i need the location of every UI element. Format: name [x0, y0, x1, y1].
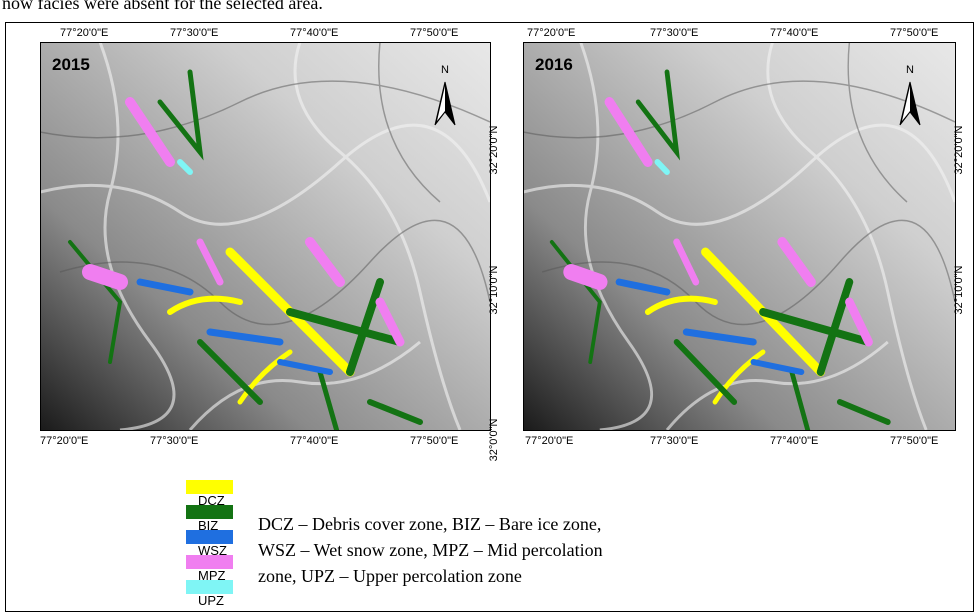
map-panel [40, 42, 490, 442]
caption: now facies were absent for the selected … [2, 0, 323, 13]
longitude-label: 77°20'0"E [527, 27, 575, 39]
latitude-label: 32°20'0"N [488, 125, 500, 174]
legend-label: UPZ [198, 593, 224, 608]
longitude-label: 77°30'0"E [650, 435, 698, 447]
longitude-label: 77°50'0"E [890, 435, 938, 447]
longitude-label: 77°40'0"E [290, 435, 338, 447]
legend-swatch [186, 580, 233, 594]
longitude-label: 77°40'0"E [770, 27, 818, 39]
longitude-label: 77°50'0"E [410, 435, 458, 447]
legend-description: WSZ – Wet snow zone, MPZ – Mid percolati… [258, 540, 603, 560]
legend-swatch [186, 555, 233, 569]
longitude-label: 77°30'0"E [150, 435, 198, 447]
legend-description: DCZ – Debris cover zone, BIZ – Bare ice … [258, 514, 601, 534]
legend-swatch [186, 530, 233, 544]
legend-swatch [186, 505, 233, 519]
longitude-label: 77°50'0"E [410, 27, 458, 39]
panel-year: 2016 [535, 55, 573, 74]
longitude-label: 77°20'0"E [60, 27, 108, 39]
latitude-label: 32°0'0"N [488, 419, 500, 462]
longitude-label: 77°30'0"E [650, 27, 698, 39]
longitude-label: 77°40'0"E [770, 435, 818, 447]
figure: now facies were absent for the selected … [0, 0, 975, 613]
latitude-label: 32°20'0"N [953, 125, 965, 174]
longitude-label: 77°20'0"E [40, 435, 88, 447]
longitude-label: 77°40'0"E [290, 27, 338, 39]
legend-swatch [186, 480, 233, 494]
panel-year: 2015 [52, 55, 90, 74]
north-label: N [441, 64, 449, 76]
legend-description: zone, UPZ – Upper percolation zone [258, 566, 522, 586]
map-panel [523, 42, 955, 442]
latitude-label: 32°10'0"N [953, 265, 965, 314]
latitude-label: 32°10'0"N [488, 265, 500, 314]
longitude-label: 77°50'0"E [890, 27, 938, 39]
longitude-label: 77°30'0"E [170, 27, 218, 39]
north-label: N [906, 64, 914, 76]
longitude-label: 77°20'0"E [525, 435, 573, 447]
